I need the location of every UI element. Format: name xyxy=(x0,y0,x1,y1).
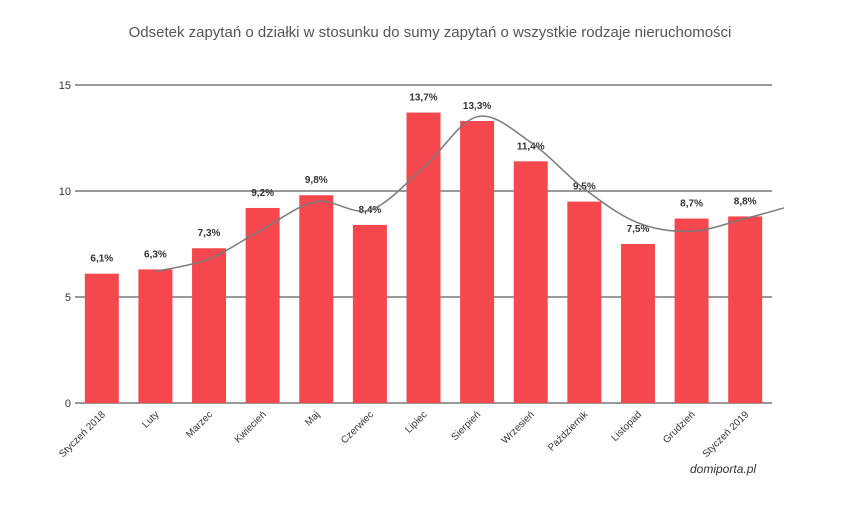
y-tick-label: 0 xyxy=(65,398,71,410)
x-tick-label: Lipiec xyxy=(403,409,429,435)
chart-title: Odsetek zapytań o działki w stosunku do … xyxy=(128,24,732,41)
data-label: 6,1% xyxy=(90,254,113,265)
data-label: 13,7% xyxy=(409,93,437,104)
bar xyxy=(674,218,709,403)
bar xyxy=(460,121,495,403)
bar xyxy=(406,112,441,403)
bar xyxy=(299,195,334,403)
bar xyxy=(352,224,387,403)
bar xyxy=(728,216,763,403)
data-label: 7,3% xyxy=(198,228,221,239)
x-tick-label: Styczeń 2019 xyxy=(701,409,752,460)
bar xyxy=(84,273,119,403)
data-label: 9,2% xyxy=(251,188,274,199)
data-label: 11,4% xyxy=(517,141,545,152)
data-label: 9,8% xyxy=(305,175,328,186)
x-tick-label: Czerwiec xyxy=(339,409,376,446)
data-label: 8,8% xyxy=(734,196,757,207)
source-label: domiporta.pl xyxy=(690,462,757,476)
x-tick-label: Grudzień xyxy=(661,409,697,445)
data-label: 6,3% xyxy=(144,249,167,260)
x-tick-label: Marzec xyxy=(184,409,215,440)
x-tick-label: Listopad xyxy=(610,409,645,444)
bar xyxy=(192,248,227,403)
x-tick-label: Styczeń 2018 xyxy=(57,409,108,460)
x-tick-label: Kwiecień xyxy=(233,409,269,445)
x-tick-label: Wrzesień xyxy=(500,409,537,446)
data-label: 8,7% xyxy=(680,199,703,210)
bar xyxy=(245,207,280,403)
x-tick-label: Luty xyxy=(140,409,161,430)
y-tick-label: 5 xyxy=(65,292,71,304)
data-label: 7,5% xyxy=(627,224,650,235)
bar xyxy=(567,201,602,403)
bar xyxy=(620,244,655,403)
x-tick-label: Październik xyxy=(546,409,591,454)
data-label: 13,3% xyxy=(463,101,491,112)
y-tick-label: 10 xyxy=(59,186,71,198)
bar xyxy=(513,161,548,403)
x-tick-label: Maj xyxy=(303,409,322,428)
data-label: 9,5% xyxy=(573,182,596,193)
trend-line xyxy=(155,115,785,273)
x-tick-label: Sierpień xyxy=(450,409,484,443)
y-tick-label: 15 xyxy=(59,80,71,92)
bar xyxy=(138,269,173,403)
